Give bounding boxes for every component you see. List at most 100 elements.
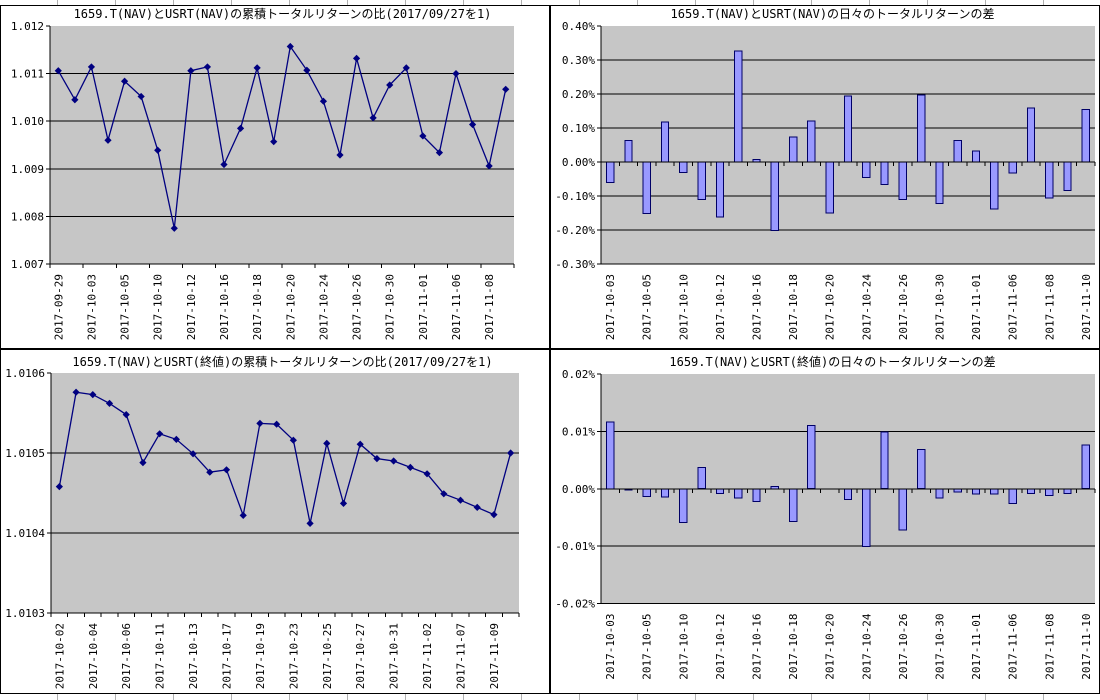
bar — [990, 161, 999, 210]
svg-text:2017-11-08: 2017-11-08 — [1043, 274, 1056, 340]
data-point-marker — [419, 132, 427, 140]
svg-text:1.007: 1.007 — [11, 258, 44, 271]
sheet-row-strip-top — [0, 0, 1100, 5]
sheet-row-strip-bottom — [0, 694, 1100, 700]
svg-text:2017-10-30: 2017-10-30 — [934, 614, 947, 680]
bar — [1081, 109, 1091, 163]
svg-text:2017-10-03: 2017-10-03 — [85, 274, 98, 340]
svg-text:2017-11-07: 2017-11-07 — [455, 623, 468, 689]
svg-text:0.30%: 0.30% — [562, 54, 595, 67]
svg-text:2017-10-12: 2017-10-12 — [185, 274, 198, 340]
svg-text:2017-10-03: 2017-10-03 — [604, 614, 617, 680]
bar — [880, 161, 889, 185]
data-point-marker — [507, 449, 515, 457]
data-point-marker — [456, 496, 465, 504]
data-point-marker — [71, 96, 79, 104]
svg-text:-0.30%: -0.30% — [555, 258, 595, 271]
bar — [642, 488, 651, 497]
bar — [825, 161, 834, 214]
svg-text:2017-10-23: 2017-10-23 — [287, 623, 300, 689]
bar — [917, 94, 926, 163]
svg-text:2017-11-01: 2017-11-01 — [970, 614, 983, 680]
bar — [697, 161, 706, 201]
data-point-marker — [386, 81, 394, 89]
bar — [642, 161, 651, 214]
chart-canvas-nav-cumulative-ratio: 1.007 1.008 1.009 1.010 1.011 1.012 2017-09-29… — [11, 20, 515, 341]
svg-text:2017-10-25: 2017-10-25 — [321, 623, 334, 689]
bar — [843, 488, 853, 501]
bar — [789, 136, 798, 163]
bar — [1026, 488, 1036, 494]
svg-text:-0.01%: -0.01% — [555, 540, 595, 553]
bar — [606, 161, 615, 183]
data-point-marker — [319, 97, 328, 105]
svg-text:2017-10-26: 2017-10-26 — [351, 274, 364, 340]
svg-text:2017-10-16: 2017-10-16 — [218, 274, 231, 340]
svg-text:2017-11-10: 2017-11-10 — [1080, 614, 1093, 680]
bar — [807, 120, 816, 163]
svg-text:0.40%: 0.40% — [562, 20, 595, 33]
svg-text:2017-10-19: 2017-10-19 — [254, 623, 267, 689]
bar — [1008, 161, 1017, 174]
data-point-marker — [435, 149, 444, 157]
bar — [679, 161, 688, 173]
bar — [660, 121, 670, 163]
svg-text:2017-10-27: 2017-10-27 — [354, 623, 367, 689]
bar — [953, 488, 962, 493]
bar — [1045, 488, 1054, 497]
svg-text:1.010: 1.010 — [11, 115, 44, 128]
bar — [1045, 161, 1054, 199]
svg-text:2017-10-26: 2017-10-26 — [897, 274, 910, 340]
svg-text:2017-10-24: 2017-10-24 — [317, 274, 330, 341]
svg-text:2017-10-18: 2017-10-18 — [251, 274, 264, 340]
svg-text:-0.20%: -0.20% — [555, 224, 595, 237]
data-point-marker — [452, 70, 460, 78]
chart-title: 1659.T(NAV)とUSRT(NAV)の日々のトータルリターンの差 — [670, 7, 995, 21]
data-point-marker — [356, 440, 364, 448]
data-point-marker — [273, 420, 281, 428]
bar — [1026, 107, 1036, 163]
chart-canvas-nav-daily-diff: -0.30% -0.20% -0.10% 0.00% 0.10% 0.20% 0.30% 0.… — [555, 20, 1096, 340]
data-point-marker — [369, 114, 377, 122]
svg-text:2017-10-12: 2017-10-12 — [714, 614, 727, 680]
data-point-marker — [336, 151, 344, 159]
svg-text:2017-10-04: 2017-10-04 — [87, 623, 100, 690]
svg-text:2017-10-30: 2017-10-30 — [384, 274, 397, 340]
svg-text:2017-10-11: 2017-10-11 — [154, 623, 167, 689]
axis-labels: -0.02% -0.01% 0.00% 0.01% 0.02% 2017-10-03 201… — [555, 368, 1093, 680]
bar — [606, 421, 615, 490]
data-point-marker — [270, 138, 278, 146]
chart-canvas-close-daily-diff: -0.02% -0.01% 0.00% 0.01% 0.02% 2017-10-03 201… — [555, 368, 1096, 680]
svg-text:0.02%: 0.02% — [562, 368, 595, 381]
svg-text:-0.10%: -0.10% — [555, 190, 595, 203]
svg-text:2017-10-16: 2017-10-16 — [751, 614, 764, 680]
svg-text:2017-10-20: 2017-10-20 — [824, 274, 837, 340]
bar — [917, 449, 926, 490]
svg-text:2017-10-30: 2017-10-30 — [934, 274, 947, 340]
data-point-marker — [289, 436, 297, 444]
chart-nav-daily-diff: 1659.T(NAV)とUSRT(NAV)の日々のトータルリターンの差 -0.3… — [550, 5, 1100, 349]
plot-area — [51, 373, 519, 613]
data-point-marker — [236, 124, 245, 132]
svg-text:2017-11-06: 2017-11-06 — [1007, 274, 1020, 340]
data-point-marker — [390, 457, 398, 465]
chart-nav-cumulative-ratio: 1659.T(NAV)とUSRT(NAV)の累積トータルリターンの比(2017/… — [0, 5, 550, 349]
svg-text:2017-10-13: 2017-10-13 — [187, 623, 200, 689]
data-point-marker — [154, 146, 162, 154]
svg-text:2017-10-16: 2017-10-16 — [751, 274, 764, 340]
svg-text:1.0103: 1.0103 — [5, 607, 45, 620]
svg-text:1.008: 1.008 — [11, 210, 44, 223]
bar — [715, 161, 725, 218]
data-point-marker — [303, 66, 311, 74]
bar — [752, 488, 761, 502]
bar — [734, 488, 743, 499]
svg-text:-0.02%: -0.02% — [555, 598, 595, 611]
plot-area — [50, 26, 514, 264]
bar — [679, 488, 688, 524]
data-point-marker — [170, 224, 178, 232]
svg-text:2017-11-09: 2017-11-09 — [488, 623, 501, 689]
svg-text:1.0105: 1.0105 — [5, 447, 45, 460]
svg-text:2017-11-08: 2017-11-08 — [483, 274, 496, 340]
svg-text:2017-10-05: 2017-10-05 — [641, 614, 654, 680]
